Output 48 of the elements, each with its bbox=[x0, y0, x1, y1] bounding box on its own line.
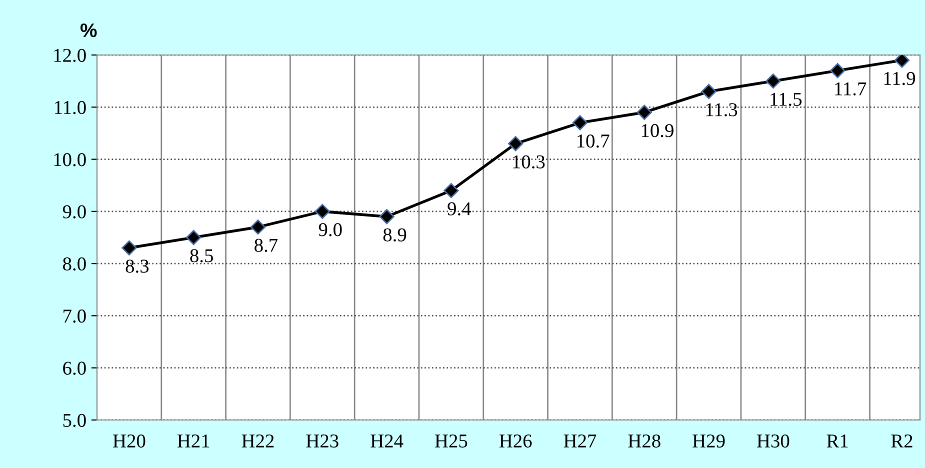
x-tick-label: H21 bbox=[177, 434, 210, 448]
data-label: 8.5 bbox=[190, 249, 213, 262]
point bbox=[122, 240, 137, 256]
x-tick-label: R2 bbox=[891, 434, 912, 448]
x-tick-label: H30 bbox=[756, 434, 790, 448]
y-tick-label: 7.0 bbox=[64, 310, 86, 323]
data-label: 10.3 bbox=[513, 155, 545, 169]
data-label: 11.9 bbox=[884, 72, 916, 86]
y-tick-label: 12.0 bbox=[54, 48, 86, 62]
x-tick-label: H23 bbox=[306, 434, 338, 448]
point bbox=[444, 183, 459, 198]
x-tick-label: H28 bbox=[628, 434, 660, 448]
data-label: 9.4 bbox=[448, 202, 472, 216]
point bbox=[508, 136, 524, 152]
point bbox=[250, 220, 266, 235]
x-tick-label: H25 bbox=[435, 434, 468, 448]
x-tick-label: H29 bbox=[692, 434, 725, 448]
x-tick-label: H24 bbox=[370, 434, 404, 448]
data-label: 11.7 bbox=[835, 82, 866, 96]
y-tick-label: 9.0 bbox=[62, 205, 86, 218]
y-tick-label: 10.0 bbox=[54, 153, 86, 166]
x-tick-label: H27 bbox=[564, 434, 596, 448]
y-tick-label: 5.0 bbox=[63, 414, 86, 428]
x-tick-label: H26 bbox=[499, 434, 532, 448]
x-tick-label: H22 bbox=[242, 434, 274, 448]
x-tick-label: H20 bbox=[113, 434, 146, 448]
data-label: 10.9 bbox=[642, 124, 674, 138]
point bbox=[830, 63, 846, 78]
y-tick-label: 6.0 bbox=[63, 362, 86, 375]
point bbox=[314, 204, 330, 219]
point bbox=[636, 104, 652, 120]
point bbox=[894, 55, 910, 68]
data-label: 8.7 bbox=[254, 238, 278, 252]
point bbox=[766, 74, 781, 89]
y-tick-label: 11.0 bbox=[54, 100, 86, 114]
point bbox=[186, 230, 202, 246]
y-axis-title: % bbox=[80, 24, 97, 38]
data-label: 10.7 bbox=[578, 134, 610, 148]
point bbox=[379, 209, 394, 224]
data-label: 9.0 bbox=[318, 223, 342, 236]
data-label: 11.5 bbox=[770, 92, 802, 106]
point bbox=[701, 84, 716, 100]
data-label: 8.3 bbox=[126, 260, 149, 273]
point bbox=[572, 115, 588, 130]
data-label: 8.9 bbox=[383, 228, 406, 242]
data-label: 11.3 bbox=[706, 103, 738, 116]
y-tick-label: 8.0 bbox=[63, 257, 86, 271]
x-tick-label: R1 bbox=[826, 434, 848, 448]
